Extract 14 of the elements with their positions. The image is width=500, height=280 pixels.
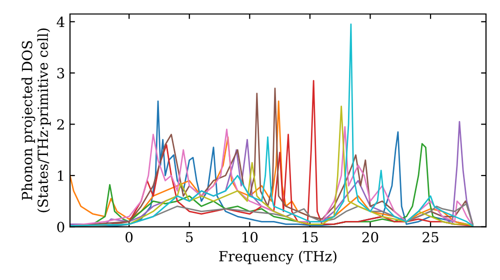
line-series	[70, 24, 474, 226]
y-tick-label: 2	[57, 119, 64, 130]
x-axis-title: Frequency (THz)	[219, 250, 336, 264]
x-tick-label: 20	[362, 232, 378, 242]
y-axis-title: Phonon projected DOS (States/THz·primitive cell)	[22, 28, 51, 212]
x-tick-label: 5	[186, 232, 193, 242]
x-tick-label: 10	[242, 232, 258, 242]
y-tick-label: 4	[56, 16, 64, 27]
x-tick-label: 15	[302, 232, 318, 242]
y-tick-label: 1	[58, 170, 64, 181]
y-tick-label: 0	[57, 222, 64, 232]
x-tick-label: 25	[422, 232, 438, 242]
y-tick-label: 3	[57, 68, 64, 78]
x-tick-label: 0	[126, 232, 133, 242]
